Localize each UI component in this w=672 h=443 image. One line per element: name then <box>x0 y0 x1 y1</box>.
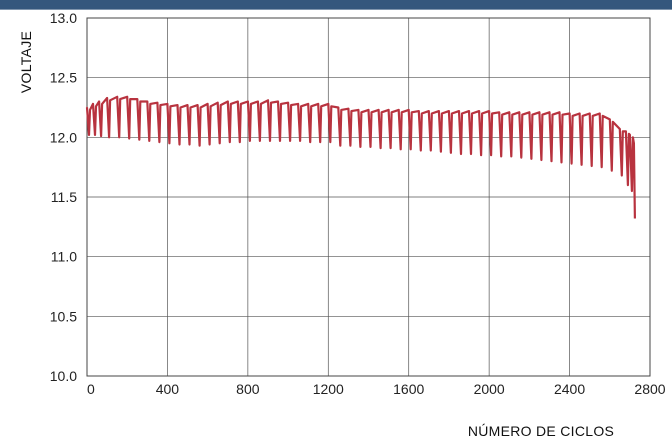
y-tick-label: 11.0 <box>51 249 77 265</box>
data-point <box>548 111 551 114</box>
y-tick-label: 10.5 <box>50 308 77 324</box>
y-tick-label: 11.5 <box>51 189 77 205</box>
data-point <box>618 128 621 130</box>
data-point <box>628 134 631 136</box>
x-tick-labels: 0 400 800 1200 1600 2000 2400 2800 <box>87 381 666 397</box>
voltage-series-line-0 <box>85 95 636 219</box>
data-point <box>498 111 501 114</box>
series-layer <box>85 95 636 219</box>
data-point <box>377 108 380 111</box>
data-point <box>92 103 94 105</box>
plot-frame <box>86 17 651 377</box>
data-point <box>598 112 601 115</box>
data-point <box>458 110 460 112</box>
y-tick-label: 10.0 <box>50 368 77 384</box>
data-point <box>267 99 269 102</box>
data-point <box>578 112 581 115</box>
data-point <box>488 110 491 112</box>
data-point <box>307 103 310 105</box>
data-point <box>297 103 300 105</box>
data-point <box>317 103 320 105</box>
data-point <box>126 95 129 98</box>
y-tick-labels: 10.0 10.5 11.0 11.5 12.0 12.5 13.0 <box>50 10 77 384</box>
x-tick-label: 800 <box>236 381 260 397</box>
data-point <box>558 111 561 114</box>
x-axis-title: NÚMERO DE CICLOS <box>468 423 614 439</box>
data-point <box>277 100 279 103</box>
data-point <box>146 100 149 103</box>
data-point <box>608 118 611 121</box>
grid <box>86 17 651 377</box>
data-point <box>86 106 88 109</box>
header-band <box>0 0 672 10</box>
data-point <box>287 101 289 104</box>
data-point <box>106 97 109 99</box>
data-point <box>407 108 410 111</box>
y-axis-title: VOLTAJE <box>18 31 34 93</box>
data-point <box>518 111 521 114</box>
data-point <box>417 110 420 112</box>
x-tick-label: 2800 <box>634 381 665 397</box>
data-point <box>367 108 370 111</box>
data-point <box>136 98 139 101</box>
data-point <box>226 100 229 103</box>
y-tick-label: 12.5 <box>50 70 77 86</box>
data-point <box>347 107 350 110</box>
data-point <box>478 110 480 112</box>
y-tick-label: 12.0 <box>50 129 77 145</box>
x-tick-label: 2400 <box>554 381 585 397</box>
y-tick-label: 13.0 <box>50 10 77 26</box>
data-point <box>116 95 119 98</box>
data-point <box>624 130 627 133</box>
data-point <box>156 101 159 104</box>
data-point <box>327 103 330 105</box>
data-point <box>98 100 100 103</box>
data-point <box>468 110 470 112</box>
data-point <box>448 110 450 112</box>
data-point <box>528 111 531 114</box>
data-point <box>508 111 511 114</box>
x-tick-label: 400 <box>156 381 180 397</box>
x-tick-label: 1200 <box>313 381 344 397</box>
data-point <box>236 100 239 103</box>
data-point <box>196 104 199 107</box>
data-point <box>357 108 360 111</box>
data-point <box>588 112 591 115</box>
data-point <box>427 110 430 112</box>
data-point <box>257 100 259 103</box>
data-point <box>246 100 249 103</box>
data-point <box>176 104 179 107</box>
data-point <box>437 110 440 112</box>
data-point <box>538 111 541 114</box>
data-point <box>186 104 189 107</box>
data-point <box>633 142 635 145</box>
data-point <box>166 103 169 105</box>
data-point <box>387 108 390 111</box>
x-tick-label: 0 <box>87 381 95 397</box>
x-tick-label: 1600 <box>393 381 424 397</box>
data-point <box>216 101 219 104</box>
data-point <box>337 106 340 109</box>
data-point <box>206 103 209 105</box>
x-tick-label: 2000 <box>474 381 505 397</box>
data-point <box>568 112 571 115</box>
data-point <box>397 108 400 111</box>
